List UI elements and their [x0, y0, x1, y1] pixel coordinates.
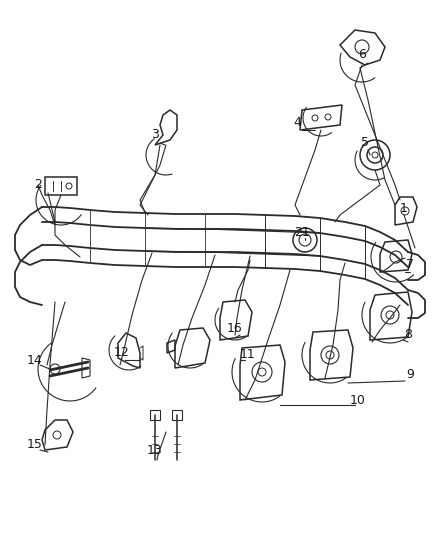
Text: 14: 14	[27, 353, 43, 367]
Text: 6: 6	[358, 49, 366, 61]
Text: 2: 2	[34, 179, 42, 191]
Text: 11: 11	[240, 349, 256, 361]
Text: 16: 16	[227, 321, 243, 335]
Text: 7: 7	[406, 259, 414, 271]
Text: 1: 1	[400, 201, 408, 214]
Text: 15: 15	[27, 439, 43, 451]
Text: 3: 3	[151, 128, 159, 141]
Text: 13: 13	[147, 443, 163, 456]
Text: 9: 9	[406, 368, 414, 382]
Text: 21: 21	[294, 225, 310, 238]
Text: 12: 12	[114, 346, 130, 359]
Text: 10: 10	[350, 393, 366, 407]
Text: 4: 4	[293, 116, 301, 128]
Text: 8: 8	[404, 328, 412, 342]
Text: 5: 5	[361, 136, 369, 149]
